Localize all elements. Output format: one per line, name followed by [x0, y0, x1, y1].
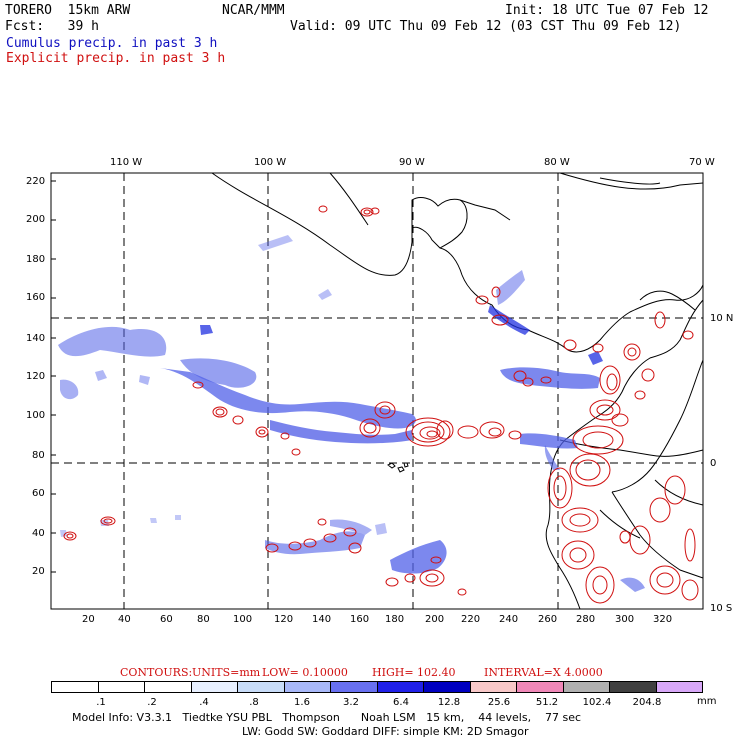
- explicit-legend: Explicit precip. in past 3 h: [6, 51, 226, 66]
- colorbar-label: .8: [249, 697, 259, 708]
- explicit-precip: [63, 205, 699, 604]
- colorbar-swatch: [52, 682, 99, 692]
- lon-label: 90 W: [399, 157, 425, 168]
- colorbar-swatch: [98, 682, 145, 692]
- colorbar-swatch: [145, 682, 192, 692]
- x-tick: 40: [118, 614, 131, 625]
- colorbar: [51, 681, 703, 693]
- y-tick: 40: [32, 528, 45, 539]
- lon-label: 80 W: [544, 157, 570, 168]
- contour-units: UNITS=mm: [192, 666, 261, 679]
- map-frame: [50, 172, 704, 610]
- colorbar-swatch: [191, 682, 238, 692]
- lon-label: 100 W: [254, 157, 287, 168]
- colorbar-label: 204.8: [632, 697, 662, 708]
- y-tick: 20: [32, 566, 45, 577]
- contour-interval: INTERVAL=X 4.0000: [484, 666, 603, 679]
- cumulus-precip: [58, 235, 645, 592]
- colorbar-label: 51.2: [535, 697, 559, 708]
- x-tick: 100: [233, 614, 253, 625]
- x-tick: 140: [312, 614, 332, 625]
- x-tick: 200: [425, 614, 445, 625]
- colorbar-label: .4: [199, 697, 209, 708]
- lon-label: 70 W: [689, 157, 715, 168]
- init-time: Init: 18 UTC Tue 07 Feb 12: [505, 3, 709, 18]
- x-tick: 180: [385, 614, 405, 625]
- colorbar-swatch: [470, 682, 517, 692]
- colorbar-label: 3.2: [343, 697, 359, 708]
- colorbar-swatch: [331, 682, 378, 692]
- colorbar-swatch: [563, 682, 610, 692]
- y-tick: 160: [26, 292, 46, 303]
- org-label: NCAR/MMM: [222, 3, 285, 18]
- colorbar-swatch: [610, 682, 657, 692]
- colorbar-label: 6.4: [393, 697, 409, 708]
- lat-label: 10 N: [710, 313, 734, 324]
- colorbar-label: .1: [96, 697, 106, 708]
- lat-label: 0: [710, 458, 717, 469]
- y-tick: 100: [26, 410, 46, 421]
- y-tick: 220: [26, 176, 46, 187]
- y-tick: 140: [26, 333, 46, 344]
- valid-time: Valid: 09 UTC Thu 09 Feb 12 (03 CST Thu …: [290, 19, 682, 34]
- physics-info: LW: Godd SW: Goddard DIFF: simple KM: 2D…: [242, 725, 529, 738]
- x-tick: 220: [461, 614, 481, 625]
- y-tick: 80: [32, 450, 45, 461]
- y-tick: 120: [26, 371, 46, 382]
- colorbar-label: .2: [147, 697, 157, 708]
- colorbar-label: 25.6: [487, 697, 511, 708]
- colorbar-swatch: [238, 682, 285, 692]
- x-tick: 300: [615, 614, 635, 625]
- x-tick: 240: [499, 614, 519, 625]
- contour-high: HIGH= 102.40: [372, 666, 456, 679]
- lon-label: 110 W: [110, 157, 143, 168]
- colorbar-swatch: [424, 682, 471, 692]
- x-tick: 120: [274, 614, 294, 625]
- colorbar-swatch: [284, 682, 331, 692]
- forecast-hour: Fcst: 39 h: [5, 19, 99, 34]
- lat-label: 10 S: [710, 603, 733, 614]
- x-tick: 80: [197, 614, 210, 625]
- colorbar-swatch: [517, 682, 564, 692]
- x-tick: 160: [350, 614, 370, 625]
- lat-lon-grid: [51, 173, 703, 609]
- x-tick: 320: [653, 614, 673, 625]
- model-title: TORERO 15km ARW: [5, 3, 131, 18]
- x-tick: 60: [160, 614, 173, 625]
- colorbar-unit: mm: [697, 696, 717, 707]
- colorbar-label: 12.8: [437, 697, 461, 708]
- colorbar-swatch: [377, 682, 424, 692]
- colorbar-label: 102.4: [582, 697, 612, 708]
- x-tick: 20: [82, 614, 95, 625]
- coastlines: [211, 172, 704, 610]
- cumulus-legend: Cumulus precip. in past 3 h: [6, 36, 218, 51]
- x-tick: 260: [538, 614, 558, 625]
- y-tick: 200: [26, 214, 46, 225]
- y-tick: 60: [32, 488, 45, 499]
- x-tick: 280: [576, 614, 596, 625]
- model-info: Model Info: V3.3.1 Tiedtke YSU PBL Thomp…: [72, 711, 582, 724]
- contour-label: CONTOURS:: [120, 666, 193, 679]
- y-tick: 180: [26, 254, 46, 265]
- contour-low: LOW= 0.10000: [262, 666, 348, 679]
- colorbar-swatch: [656, 682, 702, 692]
- colorbar-label: 1.6: [294, 697, 310, 708]
